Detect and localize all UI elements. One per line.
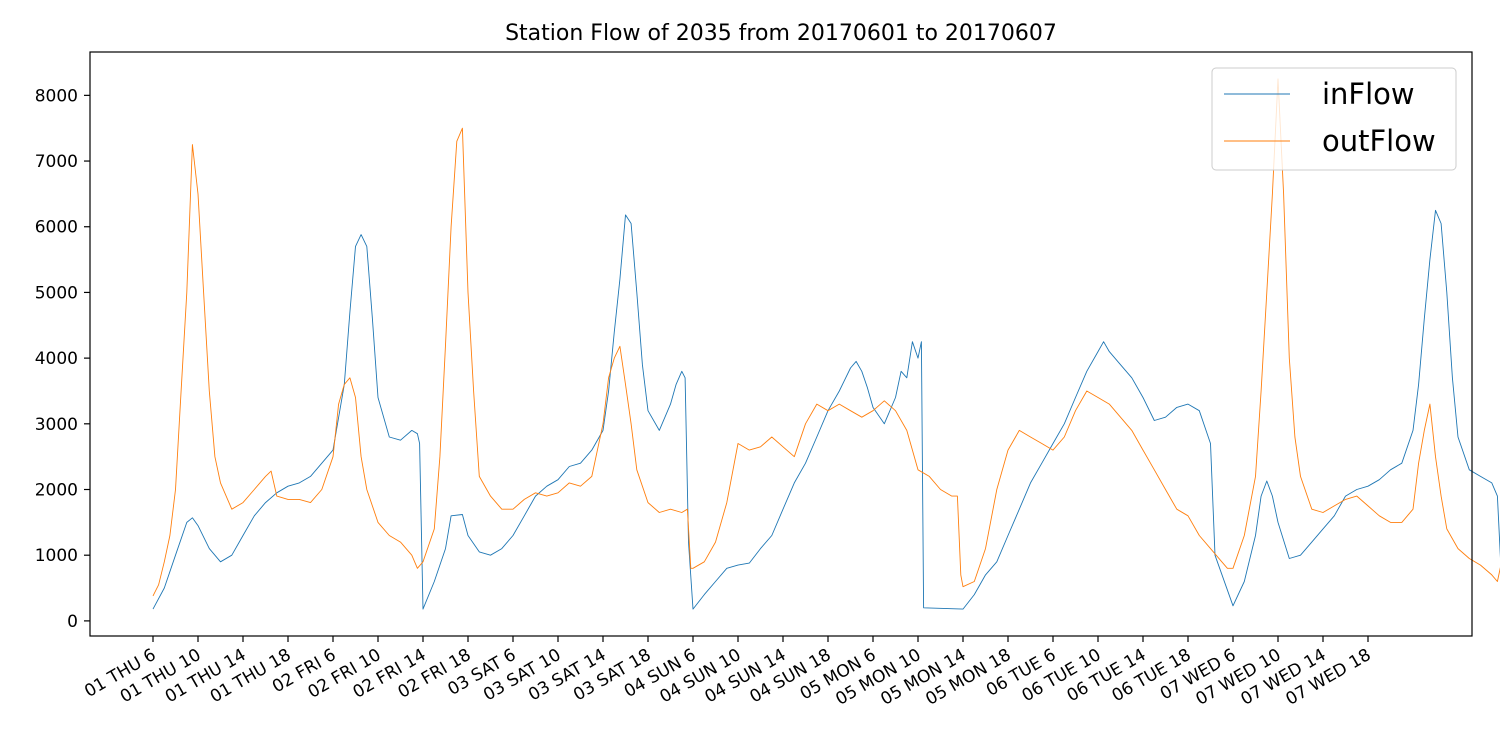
y-tick-label: 2000	[35, 481, 78, 501]
y-tick-label: 4000	[35, 349, 78, 369]
axes-frame	[89, 51, 1473, 637]
y-tick-label: 5000	[35, 283, 78, 303]
y-tick-label: 8000	[35, 86, 78, 106]
legend-label-outFlow: outFlow	[1322, 124, 1436, 158]
y-axis: 0 1000 2000 3000 4000 5000 6000 7000 8000	[35, 86, 90, 632]
series-line-inFlow	[152, 209, 1500, 610]
y-tick-label: 1000	[35, 546, 78, 566]
y-tick-label: 6000	[35, 218, 78, 238]
legend: inFlow outFlow	[1211, 67, 1457, 171]
chart-title: Station Flow of 2035 from 20170601 to 20…	[505, 21, 1057, 46]
legend-label-inFlow: inFlow	[1322, 77, 1415, 111]
y-tick-label: 7000	[35, 152, 78, 172]
series-line-outFlow	[152, 78, 1500, 597]
plot-area	[152, 78, 1500, 610]
y-tick-label: 3000	[35, 415, 78, 435]
y-tick-label: 0	[67, 612, 78, 632]
